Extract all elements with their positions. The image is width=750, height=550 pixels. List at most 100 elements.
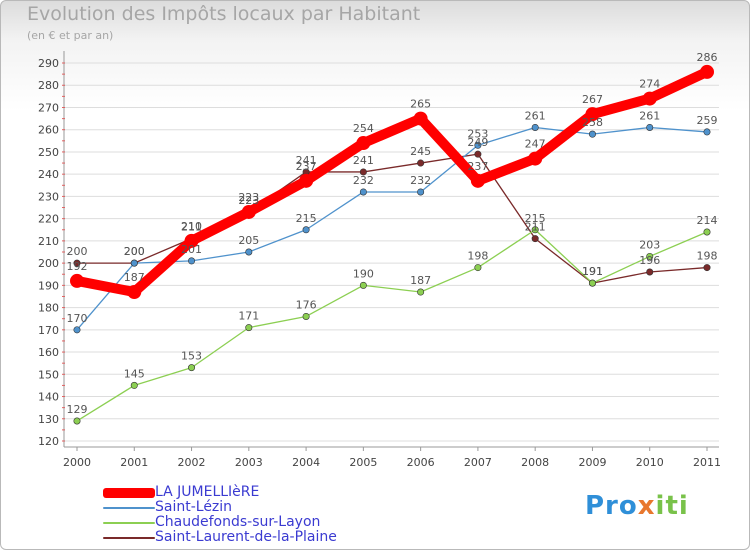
legend: LA JUMELLIèRE Saint-Lézin Chaudefonds-su… (103, 485, 363, 545)
data-label-saint-laurent-de-la-plaine-2004: 241 (296, 154, 317, 167)
point-saint-laurent-de-la-plaine-2005 (359, 168, 367, 176)
point-chaudefonds-sur-layon-2004 (302, 312, 310, 320)
series-lines (72, 66, 712, 422)
data-label-chaudefonds-sur-layon-2004: 176 (296, 298, 317, 311)
point-saint-lezin-2001 (130, 259, 138, 267)
point-saint-lezin-2009 (588, 130, 596, 138)
x-tick-label-2000: 2000 (63, 456, 91, 469)
point-saint-laurent-de-la-plaine-2010 (646, 268, 654, 276)
point-la-jumelliere-2010 (642, 91, 657, 106)
y-tick-label-150: 150 (38, 368, 59, 381)
x-tick-label-2010: 2010 (636, 456, 664, 469)
y-tick-label-250: 250 (38, 146, 59, 159)
data-label-saint-lezin-2010: 261 (639, 109, 660, 122)
data-label-saint-lezin-2005: 232 (353, 174, 374, 187)
proxiti-logo: Proxiti (585, 491, 689, 521)
point-saint-laurent-de-la-plaine-2007 (474, 150, 482, 158)
point-la-jumelliere-2011 (700, 64, 714, 79)
point-la-jumelliere-2006 (413, 111, 428, 126)
data-label-saint-lezin-2008: 261 (525, 109, 546, 122)
x-tick-label-2011: 2011 (693, 456, 721, 469)
data-label-chaudefonds-sur-layon-2009: 191 (582, 265, 603, 278)
point-chaudefonds-sur-layon-2005 (359, 281, 367, 289)
data-label-saint-lezin-2006: 232 (410, 174, 431, 187)
point-la-jumelliere-2009 (585, 107, 600, 122)
data-label-saint-laurent-de-la-plaine-2002: 211 (181, 221, 202, 234)
legend-item-saint-laurent-de-la-plaine[interactable]: Saint-Laurent-de-la-Plaine (103, 530, 363, 545)
point-saint-lezin-2000 (73, 326, 81, 334)
data-label-chaudefonds-sur-layon-2008: 215 (525, 212, 546, 225)
y-tick-label-280: 280 (38, 79, 59, 92)
y-tick-label-170: 170 (38, 324, 59, 337)
point-saint-laurent-de-la-plaine-2006 (417, 159, 425, 167)
chart-subtitle: (en € et par an) (27, 29, 114, 42)
logo-part-iti: iti (655, 491, 689, 521)
data-label-la-jumelliere-2011: 286 (697, 51, 718, 64)
point-chaudefonds-sur-layon-2010 (646, 252, 654, 260)
data-label-la-jumelliere-2000: 192 (67, 260, 88, 273)
data-label-saint-lezin-2004: 215 (296, 212, 317, 225)
data-label-la-jumelliere-2005: 254 (353, 122, 374, 135)
x-tick-label-2002: 2002 (178, 456, 206, 469)
data-label-saint-lezin-2007: 253 (467, 127, 488, 140)
y-tick-label-260: 260 (38, 124, 59, 137)
data-label-saint-laurent-de-la-plaine-2007: 249 (467, 136, 488, 149)
data-label-la-jumelliere-2007: 237 (467, 160, 488, 173)
legend-label-la-jumelliere: LA JUMELLIèRE (155, 484, 260, 500)
legend-label-saint-lezin: Saint-Lézin (155, 499, 233, 515)
y-tick-label-200: 200 (38, 257, 59, 270)
y-tick-label-210: 210 (38, 235, 59, 248)
point-saint-lezin-2011 (703, 128, 711, 136)
data-label-saint-lezin-2009: 258 (582, 116, 603, 129)
point-chaudefonds-sur-layon-2003 (245, 324, 253, 332)
legend-item-chaudefonds-sur-layon[interactable]: Chaudefonds-sur-Layon (103, 515, 363, 530)
data-label-chaudefonds-sur-layon-2007: 198 (467, 250, 488, 263)
legend-item-saint-lezin[interactable]: Saint-Lézin (103, 500, 363, 515)
data-label-la-jumelliere-2009: 267 (582, 93, 603, 106)
x-tick-label-2007: 2007 (464, 456, 492, 469)
x-tick-label-2004: 2004 (292, 456, 320, 469)
point-la-jumelliere-2002 (184, 233, 199, 248)
data-labels: 200 200 211 223 241 241 245 249 211 191 196 198 129 1… (67, 51, 718, 416)
logo-part-pro: Pro (585, 491, 638, 521)
tick-marks (62, 62, 708, 451)
point-la-jumelliere-2001 (127, 285, 142, 300)
data-label-saint-laurent-de-la-plaine-2009: 191 (582, 265, 603, 278)
data-label-saint-laurent-de-la-plaine-2005: 241 (353, 154, 374, 167)
y-tick-label-120: 120 (38, 435, 59, 448)
x-tick-label-2006: 2006 (407, 456, 435, 469)
point-saint-lezin-2008 (531, 123, 539, 131)
point-la-jumelliere-2008 (528, 151, 543, 166)
point-chaudefonds-sur-layon-2000 (73, 417, 81, 425)
y-tick-label-180: 180 (38, 302, 59, 315)
series-line-chaudefonds-sur-layon (76, 229, 708, 422)
data-label-saint-laurent-de-la-plaine-2011: 198 (697, 250, 718, 263)
point-chaudefonds-sur-layon-2007 (474, 264, 482, 272)
data-label-saint-lezin-2000: 170 (67, 312, 88, 325)
point-saint-laurent-de-la-plaine-2000 (73, 259, 81, 267)
y-tick-label-160: 160 (38, 346, 59, 359)
series-line-saint-lezin (76, 126, 708, 331)
x-tick-label-2005: 2005 (349, 456, 377, 469)
y-tick-label-290: 290 (38, 57, 59, 70)
point-saint-lezin-2005 (359, 188, 367, 196)
point-saint-lezin-2004 (302, 226, 310, 234)
legend-swatch-chaudefonds-sur-layon (103, 522, 155, 524)
point-saint-lezin-2002 (188, 257, 196, 265)
legend-item-la-jumelliere[interactable]: LA JUMELLIèRE (103, 485, 363, 500)
data-label-saint-lezin-2001: 200 (124, 245, 145, 258)
data-label-chaudefonds-sur-layon-2010: 203 (639, 238, 660, 251)
point-saint-lezin-2010 (646, 123, 654, 131)
point-saint-lezin-2007 (474, 141, 482, 149)
x-tick-label-2001: 2001 (120, 456, 148, 469)
data-label-chaudefonds-sur-layon-2006: 187 (410, 274, 431, 287)
point-la-jumelliere-2003 (241, 204, 256, 219)
y-tick-label-220: 220 (38, 213, 59, 226)
point-la-jumelliere-2004 (299, 173, 314, 188)
y-tick-label-190: 190 (38, 279, 59, 292)
point-chaudefonds-sur-layon-2008 (531, 226, 539, 234)
x-tick-label-2008: 2008 (521, 456, 549, 469)
chart-title: Evolution des Impôts locaux par Habitant (27, 3, 421, 25)
legend-swatch-la-jumelliere (103, 488, 155, 498)
